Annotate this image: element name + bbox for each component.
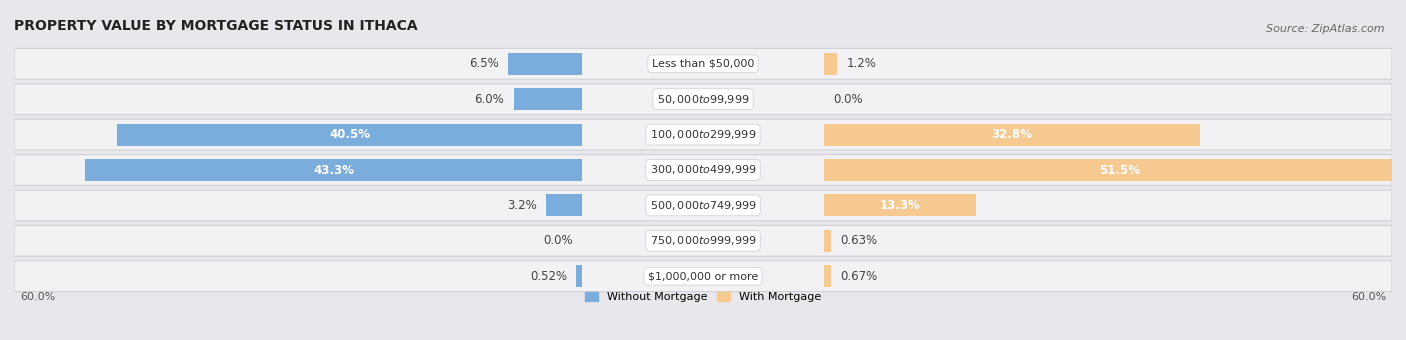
- Text: $300,000 to $499,999: $300,000 to $499,999: [650, 164, 756, 176]
- FancyBboxPatch shape: [14, 261, 1392, 292]
- Text: 32.8%: 32.8%: [991, 128, 1032, 141]
- Text: Less than $50,000: Less than $50,000: [652, 59, 754, 69]
- Text: 0.63%: 0.63%: [839, 234, 877, 247]
- Bar: [546, 194, 582, 216]
- Text: 60.0%: 60.0%: [1351, 292, 1386, 303]
- Bar: [824, 159, 1406, 181]
- Legend: Without Mortgage, With Mortgage: Without Mortgage, With Mortgage: [581, 287, 825, 307]
- Text: 6.5%: 6.5%: [468, 57, 499, 70]
- Text: $500,000 to $749,999: $500,000 to $749,999: [650, 199, 756, 212]
- Bar: [118, 124, 582, 146]
- Text: $1,000,000 or more: $1,000,000 or more: [648, 271, 758, 281]
- FancyBboxPatch shape: [14, 155, 1392, 185]
- Bar: [824, 230, 831, 252]
- Text: 51.5%: 51.5%: [1098, 164, 1140, 176]
- Text: Source: ZipAtlas.com: Source: ZipAtlas.com: [1267, 24, 1385, 34]
- Bar: [824, 194, 976, 216]
- Text: 0.52%: 0.52%: [530, 270, 567, 283]
- Text: 0.67%: 0.67%: [841, 270, 877, 283]
- Text: 0.0%: 0.0%: [832, 93, 862, 106]
- FancyBboxPatch shape: [14, 48, 1392, 79]
- Text: 43.3%: 43.3%: [314, 164, 354, 176]
- Bar: [576, 265, 582, 287]
- Bar: [513, 88, 582, 110]
- Bar: [824, 53, 838, 75]
- Text: 13.3%: 13.3%: [880, 199, 921, 212]
- FancyBboxPatch shape: [14, 119, 1392, 150]
- FancyBboxPatch shape: [14, 225, 1392, 256]
- Text: 40.5%: 40.5%: [329, 128, 370, 141]
- Text: $100,000 to $299,999: $100,000 to $299,999: [650, 128, 756, 141]
- Text: 3.2%: 3.2%: [506, 199, 537, 212]
- Text: 1.2%: 1.2%: [846, 57, 876, 70]
- Bar: [824, 124, 1201, 146]
- Text: 60.0%: 60.0%: [20, 292, 55, 303]
- FancyBboxPatch shape: [14, 84, 1392, 115]
- Text: PROPERTY VALUE BY MORTGAGE STATUS IN ITHACA: PROPERTY VALUE BY MORTGAGE STATUS IN ITH…: [14, 19, 418, 33]
- Bar: [86, 159, 582, 181]
- Text: $750,000 to $999,999: $750,000 to $999,999: [650, 234, 756, 247]
- Text: $50,000 to $99,999: $50,000 to $99,999: [657, 93, 749, 106]
- Text: 0.0%: 0.0%: [544, 234, 574, 247]
- Bar: [508, 53, 582, 75]
- FancyBboxPatch shape: [14, 190, 1392, 221]
- Text: 6.0%: 6.0%: [475, 93, 505, 106]
- Bar: [824, 265, 831, 287]
